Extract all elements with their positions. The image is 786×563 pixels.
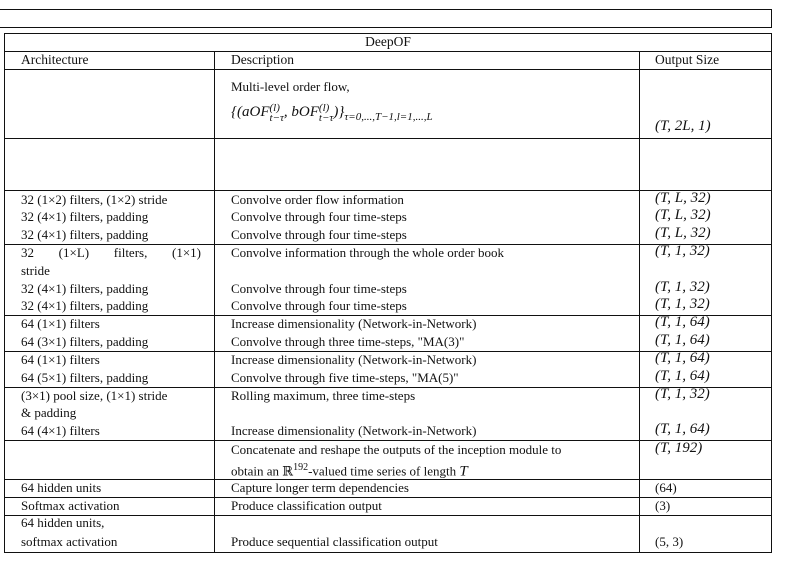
block-separator-3 [4,315,772,316]
row-4-out: (T, 1, 32) [655,243,710,259]
row-13-out: (T, 192) [655,440,703,456]
row-16-arch-line2: softmax activation [21,534,118,549]
row-10-desc: Convolve through five time-steps, "MA(5)… [231,370,459,385]
row-11-desc: Rolling maximum, three time-steps [231,388,416,403]
row-5-desc: Convolve through four time-steps [231,281,407,296]
row-6-out: (T, 1, 32) [655,296,710,312]
top-rule [0,9,772,10]
row-7-out: (T, 1, 64) [655,314,710,330]
block-separator-8 [4,497,772,498]
row-3-out: (T, L, 32) [655,225,711,241]
row-16-desc: Produce sequential classification output [231,534,438,549]
column-divider-2 [639,51,640,553]
table-left-border [4,33,5,553]
block-separator-1 [4,190,772,191]
row-10-out: (T, 1, 64) [655,368,710,384]
row-7-desc: Increase dimensionality (Network-in-Netw… [231,316,477,331]
row-15-out: (3) [655,498,671,513]
row-12-arch: 64 (4×1) filters [21,423,100,438]
row-13-desc-line1: Concatenate and reshape the outputs of t… [231,442,562,457]
block-separator-4 [4,351,772,352]
row-6-desc: Convolve through four time-steps [231,298,407,313]
table-bottom-border [4,552,772,553]
input-formula: {(aOF (l) t−τ, bOF (l) t−τ)}τ=0,...,T−1,l=1,… [231,101,433,124]
input-output-size: (T, 2L, 1) [655,118,711,134]
table-right-border [771,33,772,553]
input-description: Multi-level order flow, [231,79,350,94]
row-7-arch: 64 (1×1) filters [21,316,100,331]
row-9-arch: 64 (1×1) filters [21,352,100,367]
row-8-arch: 64 (3×1) filters, padding [21,334,149,349]
row-2-out: (T, L, 32) [655,207,711,223]
row-12-desc: Increase dimensionality (Network-in-Netw… [231,423,477,438]
row-3-desc: Convolve through four time-steps [231,227,407,242]
row-8-desc: Convolve through three time-steps, "MA(3… [231,334,465,349]
row-15-desc: Produce classification output [231,498,382,513]
header-output-size: Output Size [655,52,720,67]
row-1-arch: 32 (1×2) filters, (1×2) stride [21,192,168,207]
table-top-border [4,33,772,34]
row-14-desc: Capture longer term dependencies [231,480,409,495]
title-separator [4,51,772,52]
block-separator-5 [4,387,772,388]
row-11-out: (T, 1, 32) [655,386,710,402]
row-11-arch-line2: & padding [21,405,77,420]
column-divider-1 [214,51,215,553]
block-separator-2 [4,244,772,245]
row-13-desc-line2: obtain an ℝ192-valued time series of len… [231,462,468,480]
top-box-right [771,9,772,28]
row-5-out: (T, 1, 32) [655,279,710,295]
row-14-arch: 64 hidden units [21,480,102,495]
table-title: DeepOF [365,34,411,49]
row-1-desc: Convolve order flow information [231,192,404,207]
header-separator [4,69,772,70]
row-4-arch-line2: stride [21,263,50,278]
row-2-arch: 32 (4×1) filters, padding [21,209,149,224]
header-architecture: Architecture [21,52,89,67]
row-16-arch-line1: 64 hidden units, [21,515,105,530]
block-separator-6 [4,440,772,441]
row-12-out: (T, 1, 64) [655,421,710,437]
block-separator-9 [4,515,772,516]
row-5-arch: 32 (4×1) filters, padding [21,281,149,296]
row-16-out: (5, 3) [655,534,684,549]
row-8-out: (T, 1, 64) [655,332,710,348]
row-9-desc: Increase dimensionality (Network-in-Netw… [231,352,477,367]
block-separator-7 [4,479,772,480]
row-9-out: (T, 1, 64) [655,350,710,366]
input-separator [4,138,772,139]
row-6-arch: 32 (4×1) filters, padding [21,298,149,313]
row-1-out: (T, L, 32) [655,190,711,206]
top-rule-2 [0,27,772,28]
row-10-arch: 64 (5×1) filters, padding [21,370,149,385]
row-3-arch: 32 (4×1) filters, padding [21,227,149,242]
row-11-arch-line1: (3×1) pool size, (1×1) stride [21,388,168,403]
row-15-arch: Softmax activation [21,498,120,513]
row-14-out: (64) [655,480,677,495]
row-2-desc: Convolve through four time-steps [231,209,407,224]
row-4-desc: Convolve information through the whole o… [231,245,504,260]
row-4-arch-line1: 32 (1×L) filters, (1×1) [21,245,201,260]
header-description: Description [231,52,294,67]
